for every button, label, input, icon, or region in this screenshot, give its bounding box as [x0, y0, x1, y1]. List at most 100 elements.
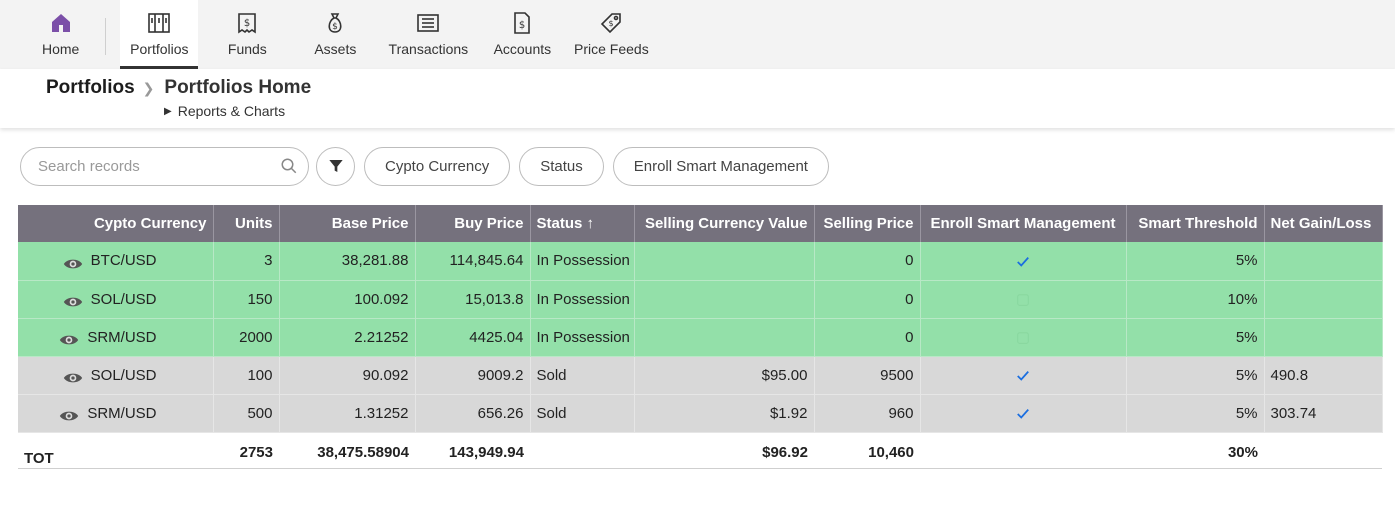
cell-buy-price: 9009.2: [415, 356, 531, 395]
table-row[interactable]: BTC/USD 3 38,281.88 114,845.64 In Possession…: [18, 242, 1383, 281]
total-selling-currency-value: $96.92: [634, 432, 814, 469]
table-row[interactable]: SOL/USD 150 100.092 15,013.8 In Possession 0 1…: [18, 280, 1383, 319]
totals-row: TOT 2753 38,475.58904 143,949.94 $96.92 10,46…: [18, 432, 1382, 469]
total-units: 2753: [213, 432, 279, 469]
currency-pair: BTC/USD: [90, 252, 157, 270]
cell-selling-price: 960: [814, 394, 921, 433]
totals-label: TOT: [18, 432, 213, 469]
check-icon[interactable]: [1016, 407, 1030, 421]
breadcrumb: Portfolios ❯ Portfolios Home: [46, 77, 1395, 99]
breadcrumb-root[interactable]: Portfolios: [46, 77, 135, 98]
cell-units: 100: [213, 356, 280, 395]
nav-portfolios[interactable]: Portfolios: [120, 0, 199, 69]
price-tag-icon: $: [601, 13, 622, 34]
nav-assets[interactable]: $ Assets: [296, 0, 374, 69]
col-header-status[interactable]: Status ↑: [530, 205, 635, 242]
cell-enroll-smart-management: [920, 280, 1127, 319]
unchecked-icon[interactable]: [1016, 293, 1030, 307]
transactions-icon: [417, 14, 440, 32]
cell-units: 500: [213, 394, 280, 433]
col-header-selling-price[interactable]: Selling Price: [814, 205, 921, 242]
col-header-base-price[interactable]: Base Price: [279, 205, 416, 242]
portfolio-icon: [148, 13, 171, 33]
col-header-status-label: Status: [536, 215, 583, 232]
cell-units: 150: [213, 280, 280, 319]
eye-icon[interactable]: [63, 295, 83, 309]
col-header-enroll-smart-management[interactable]: Enroll Smart Management: [920, 205, 1127, 242]
cell-selling-currency-value: $95.00: [634, 356, 815, 395]
table-body: BTC/USD 3 38,281.88 114,845.64 In Possession…: [18, 242, 1383, 469]
svg-text:$: $: [519, 20, 525, 31]
table-row[interactable]: SRM/USD 2000 2.21252 4425.04 In Possession 0 5…: [18, 318, 1383, 357]
eye-icon[interactable]: [63, 371, 83, 385]
nav-accounts[interactable]: $ Accounts: [482, 0, 562, 69]
search-icon[interactable]: [280, 157, 298, 175]
reports-charts-toggle[interactable]: ▶ Reports & Charts: [164, 103, 1395, 119]
records-table: Cypto Currency Units Base Price Buy Pric…: [18, 205, 1383, 469]
nav-price-feeds[interactable]: $ Price Feeds: [562, 0, 660, 69]
filter-button[interactable]: [316, 146, 355, 186]
check-icon[interactable]: [1016, 255, 1030, 269]
nav-divider: [105, 18, 107, 55]
col-header-buy-price[interactable]: Buy Price: [415, 205, 531, 242]
nav-transactions-label: Transactions: [388, 41, 469, 57]
cell-smart-threshold: 5%: [1126, 394, 1265, 433]
currency-pair: SRM/USD: [87, 328, 157, 346]
unchecked-icon[interactable]: [1016, 331, 1030, 345]
cell-base-price: 90.092: [279, 356, 416, 395]
page-title: Portfolios Home: [164, 77, 312, 98]
check-icon[interactable]: [1016, 369, 1030, 383]
cell-smart-threshold: 5%: [1126, 318, 1265, 357]
cell-selling-currency-value: [634, 280, 815, 319]
cell-status: In Possession: [530, 242, 635, 281]
eye-icon[interactable]: [63, 257, 83, 271]
total-smart-threshold: 30%: [1126, 432, 1264, 469]
total-enroll-empty: [920, 432, 1126, 469]
col-header-selling-currency-value[interactable]: Selling Currency Value: [634, 205, 815, 242]
nav-home[interactable]: Home: [30, 0, 91, 69]
filter-pill-crypto-currency[interactable]: Cypto Currency: [364, 146, 511, 186]
total-net-gain-empty: [1264, 432, 1382, 469]
table-row[interactable]: SOL/USD 100 90.092 9009.2 Sold $95.00 9500 5% 49…: [18, 356, 1383, 395]
cell-smart-threshold: 5%: [1126, 242, 1265, 281]
cell-units: 3: [213, 242, 280, 281]
reports-charts-label: Reports & Charts: [177, 103, 286, 119]
cell-status: Sold: [530, 394, 635, 433]
cell-base-price: 100.092: [279, 280, 416, 319]
filter-pill-enroll-smart-management[interactable]: Enroll Smart Management: [612, 146, 829, 186]
cell-units: 2000: [213, 318, 280, 357]
money-bag-icon: $: [328, 13, 342, 33]
cell-base-price: 1.31252: [279, 394, 416, 433]
nav-transactions[interactable]: Transactions: [374, 0, 482, 69]
eye-icon[interactable]: [59, 333, 79, 347]
cell-currency: BTC/USD: [18, 242, 214, 281]
cell-buy-price: 656.26: [415, 394, 531, 433]
accounts-icon: $: [514, 12, 531, 34]
cell-selling-price: 0: [814, 318, 921, 357]
cell-selling-price: 0: [814, 242, 921, 281]
svg-text:$: $: [244, 18, 250, 29]
eye-icon[interactable]: [59, 409, 79, 423]
col-header-units[interactable]: Units: [213, 205, 280, 242]
cell-currency: SRM/USD: [18, 394, 214, 433]
currency-pair: SRM/USD: [87, 404, 157, 422]
cell-enroll-smart-management: [920, 318, 1127, 357]
currency-pair: SOL/USD: [90, 366, 157, 384]
search-input[interactable]: [36, 156, 256, 176]
total-buy-price: 143,949.94: [415, 432, 530, 469]
cell-base-price: 38,281.88: [279, 242, 416, 281]
col-header-net-gain-loss[interactable]: Net Gain/Loss: [1264, 205, 1383, 242]
cell-selling-currency-value: [634, 318, 815, 357]
col-header-currency[interactable]: Cypto Currency: [18, 205, 214, 242]
cell-selling-price: 9500: [814, 356, 921, 395]
nav-funds[interactable]: $ Funds: [198, 0, 296, 69]
filter-pill-status[interactable]: Status: [519, 146, 604, 186]
nav-assets-label: Assets: [314, 41, 357, 57]
col-header-smart-threshold[interactable]: Smart Threshold: [1126, 205, 1265, 242]
cell-status: In Possession: [530, 280, 635, 319]
nav-price-feeds-label: Price Feeds: [574, 41, 649, 57]
cell-buy-price: 4425.04: [415, 318, 531, 357]
cell-currency: SRM/USD: [18, 318, 214, 357]
table-row[interactable]: SRM/USD 500 1.31252 656.26 Sold $1.92 960 5% 303…: [18, 394, 1383, 433]
top-nav: Home Portfolios $ Funds $ Assets Transac…: [0, 0, 1395, 69]
